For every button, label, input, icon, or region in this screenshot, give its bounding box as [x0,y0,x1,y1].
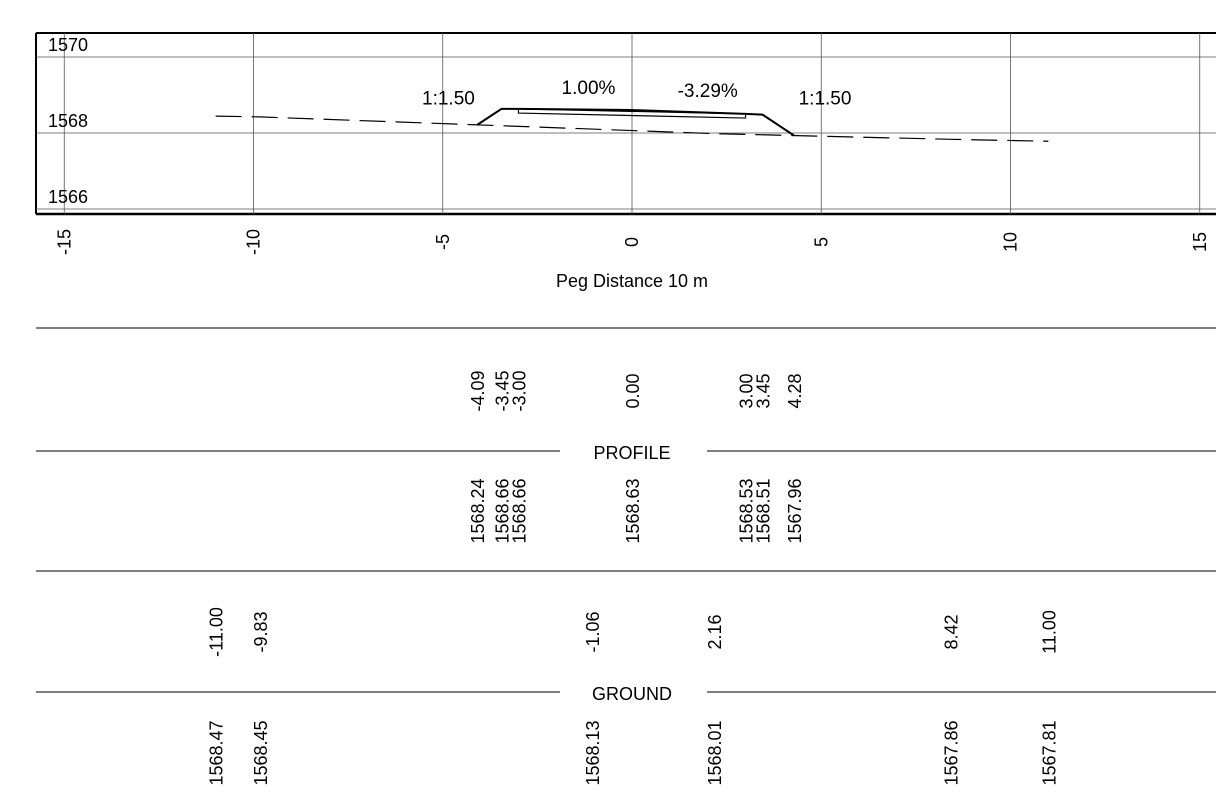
profile-level-value: 1568.24 [468,478,488,543]
x-tick-label: 10 [1001,232,1021,252]
x-tick-label: 15 [1190,232,1210,252]
x-tick-labels: -15 -10 -5 0 5 10 15 [54,229,1210,255]
profile-level-value: 1567.96 [785,478,805,543]
x-tick-label: -10 [244,229,264,255]
ground-level-value: 1568.45 [251,720,271,785]
ground-offset-value: -11.00 [207,607,227,657]
slope-annotation: 1:1.50 [799,88,852,109]
ground-level-value: 1567.86 [942,720,962,785]
slope-annotations: 1:1.50 1.00% -3.29% 1:1.50 [422,78,851,109]
y-tick-label: 1566 [48,187,88,207]
ground-offset-value: -9.83 [251,611,271,652]
y-tick-labels: 1570 1568 1566 [48,35,88,207]
grid-horizontal [36,56,1216,210]
ground-line [215,115,1049,142]
slope-annotation: 1:1.50 [422,88,475,109]
ground-offset-value: -1.06 [583,611,603,652]
y-tick-label: 1570 [48,35,88,55]
ground-section-title: GROUND [592,684,672,704]
ground-offset-value: 8.42 [942,614,962,649]
ground-level-value: 1568.13 [583,720,603,785]
profile-level-value: 1568.66 [509,478,529,543]
profile-level-value: 1568.53 [737,478,757,543]
slope-annotation: -3.29% [678,81,738,102]
pavement-layer [517,108,747,119]
profile-level-value: 1568.66 [492,478,512,543]
x-tick-label: 5 [811,237,831,247]
profile-level-value: 1568.51 [754,478,774,543]
x-tick-label: -15 [54,229,74,255]
ground-offset-value: 2.16 [705,614,725,649]
profile-section-title: PROFILE [593,443,670,463]
profile-polyline [476,107,795,137]
profile-offset-value: 0.00 [623,373,643,408]
ground-level-value: 1568.47 [207,720,227,785]
ground-offset-value: 11.00 [1039,610,1059,654]
y-tick-label: 1568 [48,111,88,131]
profile-level-value: 1568.63 [623,478,643,543]
profile-offset-value: 4.28 [785,373,805,408]
grid-vertical [63,33,1201,214]
ground-polyline [215,115,1049,142]
pavement-polygon [517,108,747,119]
ground-level-value: 1567.81 [1039,720,1059,785]
profile-offset-value: -3.45 [492,370,512,411]
x-tick-label: -5 [433,234,453,250]
x-axis-label: Peg Distance 10 m [556,271,708,291]
profile-line [476,107,795,137]
slope-annotation: 1.00% [562,78,616,99]
x-tick-label: 0 [622,237,642,247]
profile-offset-value: -3.00 [509,370,529,411]
ground-level-value: 1568.01 [705,720,725,785]
profile-offset-value: 3.45 [754,373,774,408]
profile-offset-value: -4.09 [468,370,488,411]
profile-offset-value: 3.00 [737,373,757,408]
